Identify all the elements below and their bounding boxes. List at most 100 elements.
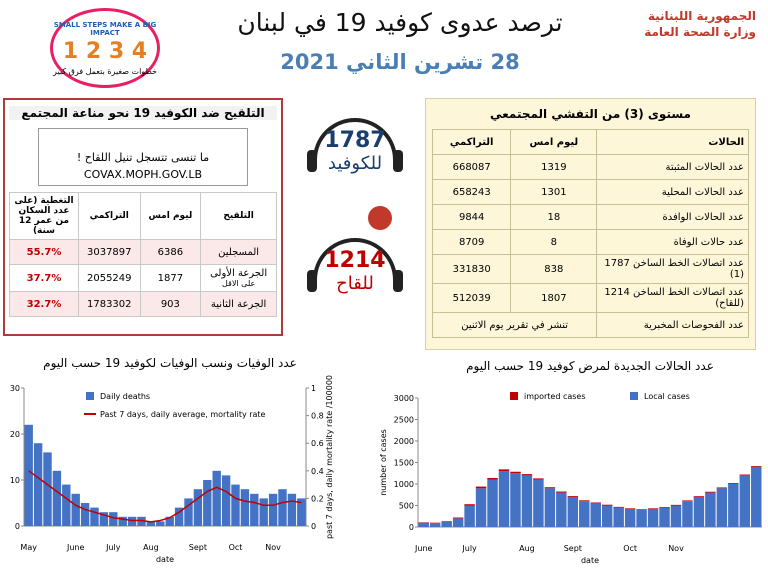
- header: التلقيح: [200, 192, 277, 240]
- y-tick-label: 0: [15, 522, 20, 531]
- logo-tagline: SMALL STEPS MAKE A BIG IMPACT: [53, 21, 157, 37]
- bar: [579, 501, 590, 527]
- cell: 37.7%: [9, 264, 79, 292]
- header: الحالات: [596, 129, 749, 155]
- cell: 6386: [139, 239, 202, 265]
- bar: [475, 488, 487, 527]
- stamp: [368, 206, 392, 230]
- chart-title: عدد الوفيات ونسب الوفيات لكوفيد 19 حسب ا…: [43, 356, 297, 371]
- cell: 2055249: [78, 264, 141, 292]
- legend-label: Local cases: [644, 392, 690, 401]
- y2-tick-label: 0: [311, 522, 316, 531]
- report-date: 28 تشرين الثاني 2021: [280, 50, 520, 74]
- ministry-line: الجمهورية اللبنانية: [647, 9, 756, 23]
- y-tick-label: 2500: [394, 416, 414, 425]
- hotline-label: للكوفيد: [327, 153, 383, 174]
- cell: عدد اتصالات الخط الساخن 1787 (1): [596, 254, 749, 284]
- bar: [601, 504, 613, 506]
- y-tick-label: 500: [399, 502, 414, 511]
- line: [28, 470, 302, 523]
- bar: [728, 483, 739, 484]
- chart-title: عدد الحالات الجديدة لمرض كوفيد 19 حسب ال…: [466, 359, 714, 374]
- x-tick-label: Oct: [229, 543, 243, 552]
- logo-art: 1 2 3 4: [62, 39, 148, 64]
- bar: [212, 470, 221, 526]
- y-tick-label: 3000: [394, 394, 414, 403]
- bar: [510, 473, 521, 527]
- y2-tick-label: 0.8: [311, 412, 324, 421]
- x-tick-label: Aug: [519, 544, 535, 553]
- reminder-box: ما تنسى تتسجل تنيل اللقاح ! COVAX.MOPH.G…: [38, 128, 248, 186]
- bar: [487, 477, 498, 480]
- panel-title: مستوى (3) من التفشي المجتمعي: [489, 107, 691, 121]
- bar: [647, 508, 659, 527]
- y-tick-label: 30: [10, 384, 20, 393]
- headset: [393, 150, 403, 172]
- y2-tick-label: 0.2: [311, 494, 324, 503]
- legend-swatch: [86, 392, 94, 400]
- cell: 1301: [510, 179, 598, 205]
- cell: 903: [139, 291, 202, 317]
- bar: [109, 512, 118, 526]
- bar: [556, 491, 567, 493]
- bar: [475, 486, 487, 489]
- row: عدد اتصالات الخط الساخن 1214 (للقاح) 1807…: [431, 283, 749, 313]
- bar: [705, 492, 716, 527]
- bar: [544, 488, 556, 527]
- logo-tagline: خطوات صغيرة بتعمل فرق كبير: [53, 67, 157, 76]
- x-tick-label: Nov: [265, 543, 281, 552]
- url: COVAX.MOPH.GOV.LB: [83, 168, 203, 181]
- bar: [99, 512, 109, 526]
- header: ليوم امس: [139, 192, 202, 240]
- campaign-logo: SMALL STEPS MAKE A BIG IMPACT 1 2 3 4 خط…: [50, 8, 160, 88]
- bar: [231, 484, 240, 526]
- x-tick-label: Aug: [143, 543, 159, 552]
- bar: [43, 452, 52, 526]
- bar: [268, 493, 278, 526]
- bar: [118, 516, 127, 526]
- row: المسجلين 6386 3037897 55.7%: [9, 239, 277, 265]
- header: التغطية (على عدد السكان من عمر 12 سنة): [9, 192, 79, 240]
- bar: [165, 516, 174, 526]
- bar: [682, 500, 693, 502]
- header: التراكمي: [78, 192, 141, 240]
- bar: [693, 496, 705, 527]
- row: الجرعة الأولى على الاقل 1877 2055249 37.7…: [9, 264, 277, 292]
- bar: [33, 443, 43, 526]
- legend-label: Daily deaths: [100, 392, 150, 401]
- cell: 1807: [510, 283, 598, 313]
- x-axis-label: date: [156, 555, 174, 564]
- bar: [429, 523, 441, 527]
- bar: [624, 508, 636, 527]
- bar: [567, 496, 579, 497]
- bar: [636, 509, 647, 510]
- bar: [636, 509, 647, 527]
- bar: [739, 475, 751, 527]
- cell: 658243: [431, 179, 512, 205]
- bar: [624, 508, 636, 509]
- cell: 668087: [431, 154, 512, 180]
- cell: الجرعة الثانية: [200, 291, 277, 317]
- cell: 512039: [431, 283, 512, 313]
- x-tick-label: June: [414, 544, 433, 553]
- x-tick-label: July: [461, 544, 477, 553]
- ministry-logo: الجمهورية اللبنانية وزارة الصحة العامة: [606, 8, 756, 40]
- x-tick-label: Oct: [623, 544, 637, 553]
- bar: [156, 521, 165, 526]
- row: الجرعة الثانية 903 1783302 32.7%: [9, 291, 277, 317]
- row: عدد الفحوصات المخبرية تنشر في تقرير يوم ا…: [431, 312, 749, 338]
- bar: [716, 487, 728, 489]
- bar: [193, 489, 203, 526]
- legend-label: imported cases: [524, 392, 586, 401]
- cases-panel: مستوى (3) من التفشي المجتمعي الحالات ليو…: [425, 98, 756, 350]
- bar: [90, 507, 99, 526]
- reminder: ما تنسى تتسجل تنيل اللقاح !: [76, 151, 210, 164]
- cases-table: الحالات ليوم امس التراكمي عدد الحالات ال…: [431, 129, 749, 338]
- legend-label: Past 7 days, daily average, mortality ra…: [100, 410, 266, 419]
- legend-swatch: [510, 392, 518, 400]
- bar: [80, 503, 90, 526]
- header-row: الحالات ليوم امس التراكمي: [431, 129, 749, 155]
